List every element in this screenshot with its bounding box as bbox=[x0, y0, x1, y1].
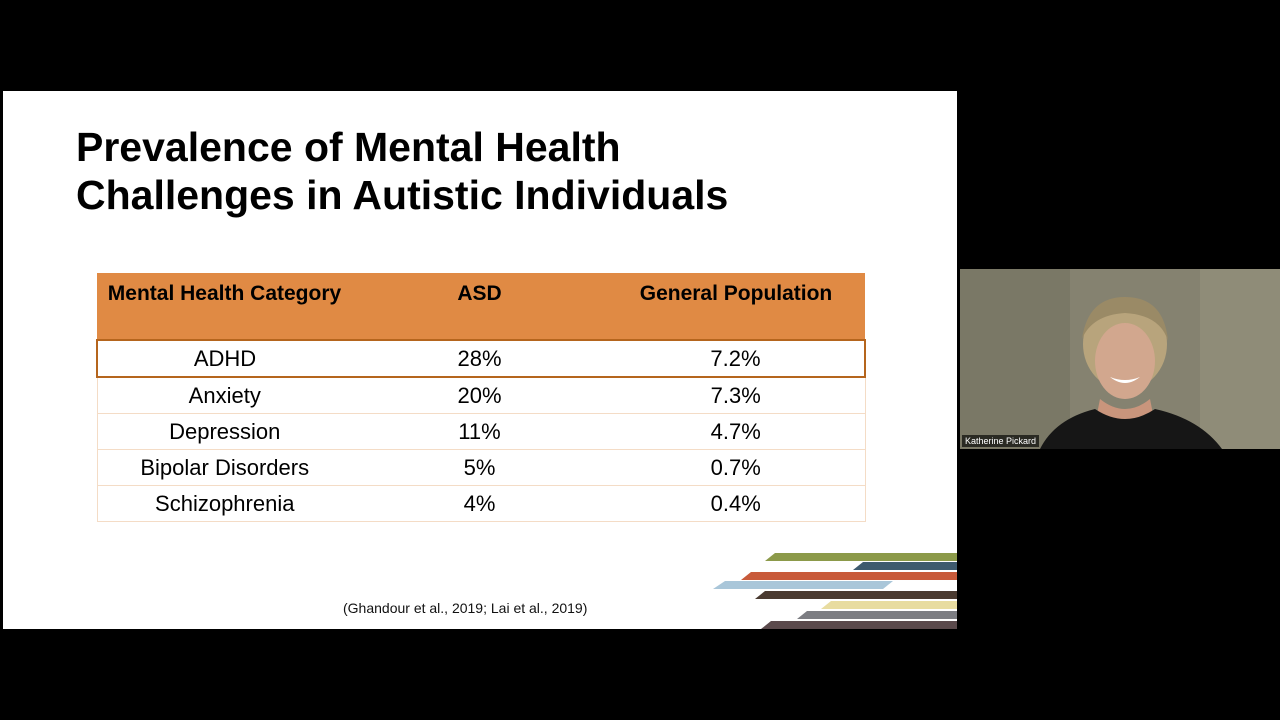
stripe-6 bbox=[821, 601, 957, 609]
table-cell: 20% bbox=[352, 377, 607, 414]
column-header-asd: ASD bbox=[352, 273, 607, 340]
table-cell: 11% bbox=[352, 413, 607, 450]
table-row: Depression 11% 4.7% bbox=[96, 413, 866, 450]
table-cell: Depression bbox=[96, 413, 352, 450]
participant-name-label: Katherine Pickard bbox=[962, 435, 1040, 447]
table-cell: 7.2% bbox=[607, 339, 866, 378]
table-cell: 0.4% bbox=[607, 485, 866, 522]
stripe-7 bbox=[797, 611, 957, 619]
column-header-general-population: General Population bbox=[607, 273, 865, 340]
stripe-4 bbox=[713, 581, 893, 589]
stripe-2 bbox=[853, 562, 957, 570]
stripe-8 bbox=[761, 621, 957, 629]
table-cell: 4% bbox=[352, 485, 607, 522]
participant-video-feed bbox=[960, 269, 1280, 449]
stripe-3 bbox=[741, 572, 957, 580]
table-cell: 0.7% bbox=[607, 449, 866, 486]
citation-text: (Ghandour et al., 2019; Lai et al., 2019… bbox=[343, 600, 588, 616]
table-cell: Anxiety bbox=[96, 377, 352, 414]
table-cell: 4.7% bbox=[607, 413, 866, 450]
stripe-5 bbox=[755, 591, 957, 599]
table-cell: Bipolar Disorders bbox=[96, 449, 352, 486]
column-header-category: Mental Health Category bbox=[97, 273, 352, 340]
slide-title: Prevalence of Mental Health Challenges i… bbox=[76, 123, 836, 219]
slide-title-line-2: Challenges in Autistic Individuals bbox=[76, 172, 729, 218]
table-row: Schizophrenia 4% 0.4% bbox=[96, 485, 866, 522]
prevalence-table: Mental Health Category ASD General Popul… bbox=[96, 273, 866, 522]
table-cell: 5% bbox=[352, 449, 607, 486]
participant-video-tile[interactable]: Katherine Pickard bbox=[960, 269, 1280, 449]
table-cell: 28% bbox=[352, 339, 607, 378]
table-row: Bipolar Disorders 5% 0.7% bbox=[96, 449, 866, 486]
decorative-stripes bbox=[713, 553, 957, 629]
table-header-row: Mental Health Category ASD General Popul… bbox=[97, 273, 865, 340]
table-row: Anxiety 20% 7.3% bbox=[96, 377, 866, 414]
stripe-1 bbox=[765, 553, 957, 561]
table-cell: Schizophrenia bbox=[96, 485, 352, 522]
slide-title-line-1: Prevalence of Mental Health bbox=[76, 124, 621, 170]
table-cell: 7.3% bbox=[607, 377, 866, 414]
table-cell: ADHD bbox=[96, 339, 352, 378]
presentation-slide: Prevalence of Mental Health Challenges i… bbox=[3, 91, 957, 629]
table-row: ADHD 28% 7.2% bbox=[96, 339, 866, 378]
